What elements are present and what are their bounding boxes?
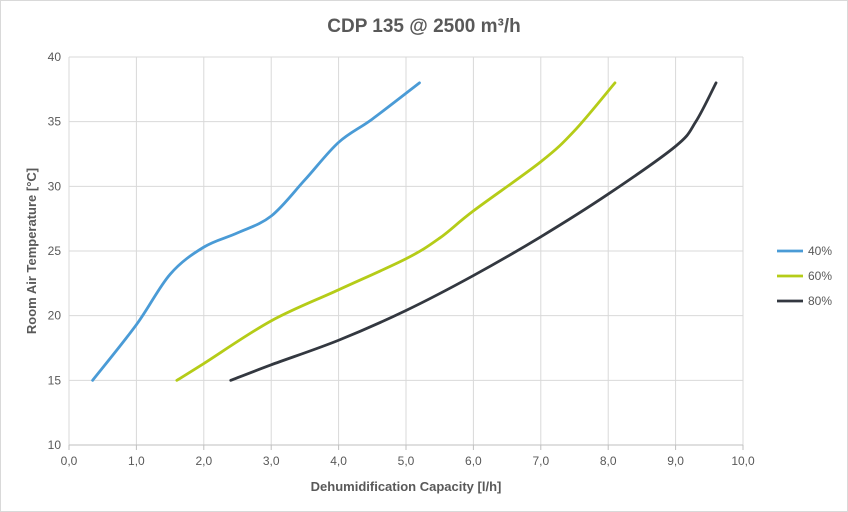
x-tick-label: 9,0 [667, 454, 684, 468]
legend-label: 80% [808, 294, 832, 308]
legend-label: 60% [808, 269, 832, 283]
x-tick-label: 8,0 [600, 454, 617, 468]
series-line-80pct [229, 81, 718, 382]
y-tick-label: 15 [48, 373, 62, 387]
x-axis-label: Dehumidification Capacity [l/h] [311, 479, 502, 494]
x-tick-label: 2,0 [195, 454, 212, 468]
x-tick-label: 10,0 [731, 454, 755, 468]
y-axis-label: Room Air Temperature [°C] [24, 168, 39, 334]
y-tick-label: 10 [48, 438, 62, 452]
legend-label: 40% [808, 244, 832, 258]
x-tick-label: 4,0 [330, 454, 347, 468]
series-line-60pct [175, 81, 617, 382]
x-tick-label: 5,0 [398, 454, 415, 468]
x-tick-label: 7,0 [532, 454, 549, 468]
chart-title: CDP 135 @ 2500 m³/h [327, 16, 521, 37]
x-tick-label: 1,0 [128, 454, 145, 468]
x-tick-label: 6,0 [465, 454, 482, 468]
x-tick-label: 3,0 [263, 454, 280, 468]
y-tick-label: 20 [48, 309, 62, 323]
y-tick-label: 25 [48, 244, 62, 258]
y-tick-label: 35 [48, 115, 62, 129]
y-tick-label: 40 [48, 50, 62, 64]
series-line-40pct [91, 81, 421, 382]
x-tick-label: 0,0 [61, 454, 78, 468]
y-tick-label: 30 [48, 179, 62, 193]
